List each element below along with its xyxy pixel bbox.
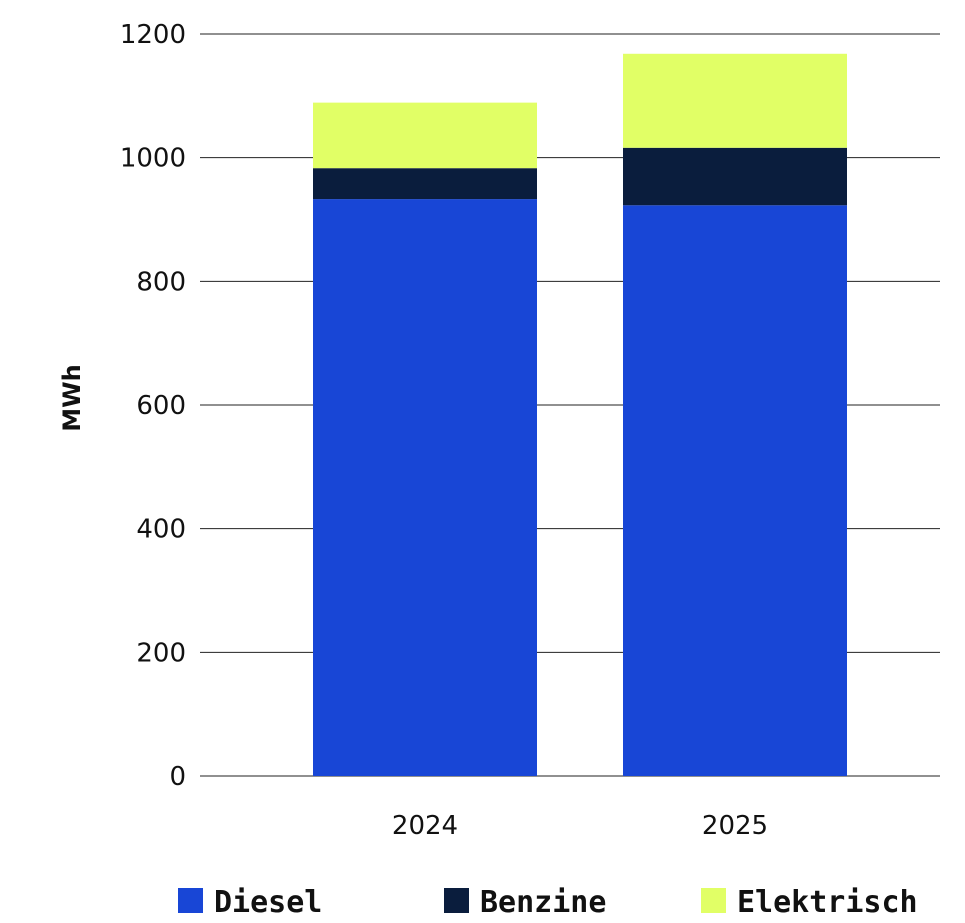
y-tick-label: 800 xyxy=(136,267,186,297)
y-tick-label: 1000 xyxy=(120,144,186,174)
legend-item-elektrisch: Elektrisch xyxy=(701,885,918,920)
x-tick-label: 2025 xyxy=(702,811,768,841)
legend: Diesel Benzine Elektrisch xyxy=(178,885,918,920)
legend-swatch xyxy=(178,888,203,913)
legend-label: Elektrisch xyxy=(737,885,918,919)
bar-benzine-2024 xyxy=(313,168,537,200)
y-axis-ticks: 0 200 400 600 800 1000 1200 xyxy=(120,20,186,792)
y-axis-label: MWh xyxy=(58,364,86,431)
legend-item-benzine: Benzine xyxy=(444,885,606,920)
legend-swatch xyxy=(701,888,726,913)
bar-elektrisch-2024 xyxy=(313,102,537,169)
legend-label: Diesel xyxy=(214,885,322,919)
legend-item-diesel: Diesel xyxy=(178,885,322,920)
bar-benzine-2025 xyxy=(623,147,847,206)
x-axis-ticks: 2024 2025 xyxy=(392,811,768,841)
legend-label: Benzine xyxy=(480,885,606,919)
bar-diesel-2025 xyxy=(623,205,847,777)
y-tick-label: 400 xyxy=(136,515,186,545)
bars xyxy=(313,53,847,777)
y-tick-label: 1200 xyxy=(120,20,186,50)
y-tick-label: 200 xyxy=(136,638,186,668)
y-tick-label: 0 xyxy=(169,762,186,792)
bar-diesel-2024 xyxy=(313,199,537,777)
y-tick-label: 600 xyxy=(136,391,186,421)
x-tick-label: 2024 xyxy=(392,811,458,841)
legend-swatch xyxy=(444,888,469,913)
bar-elektrisch-2025 xyxy=(623,53,847,148)
